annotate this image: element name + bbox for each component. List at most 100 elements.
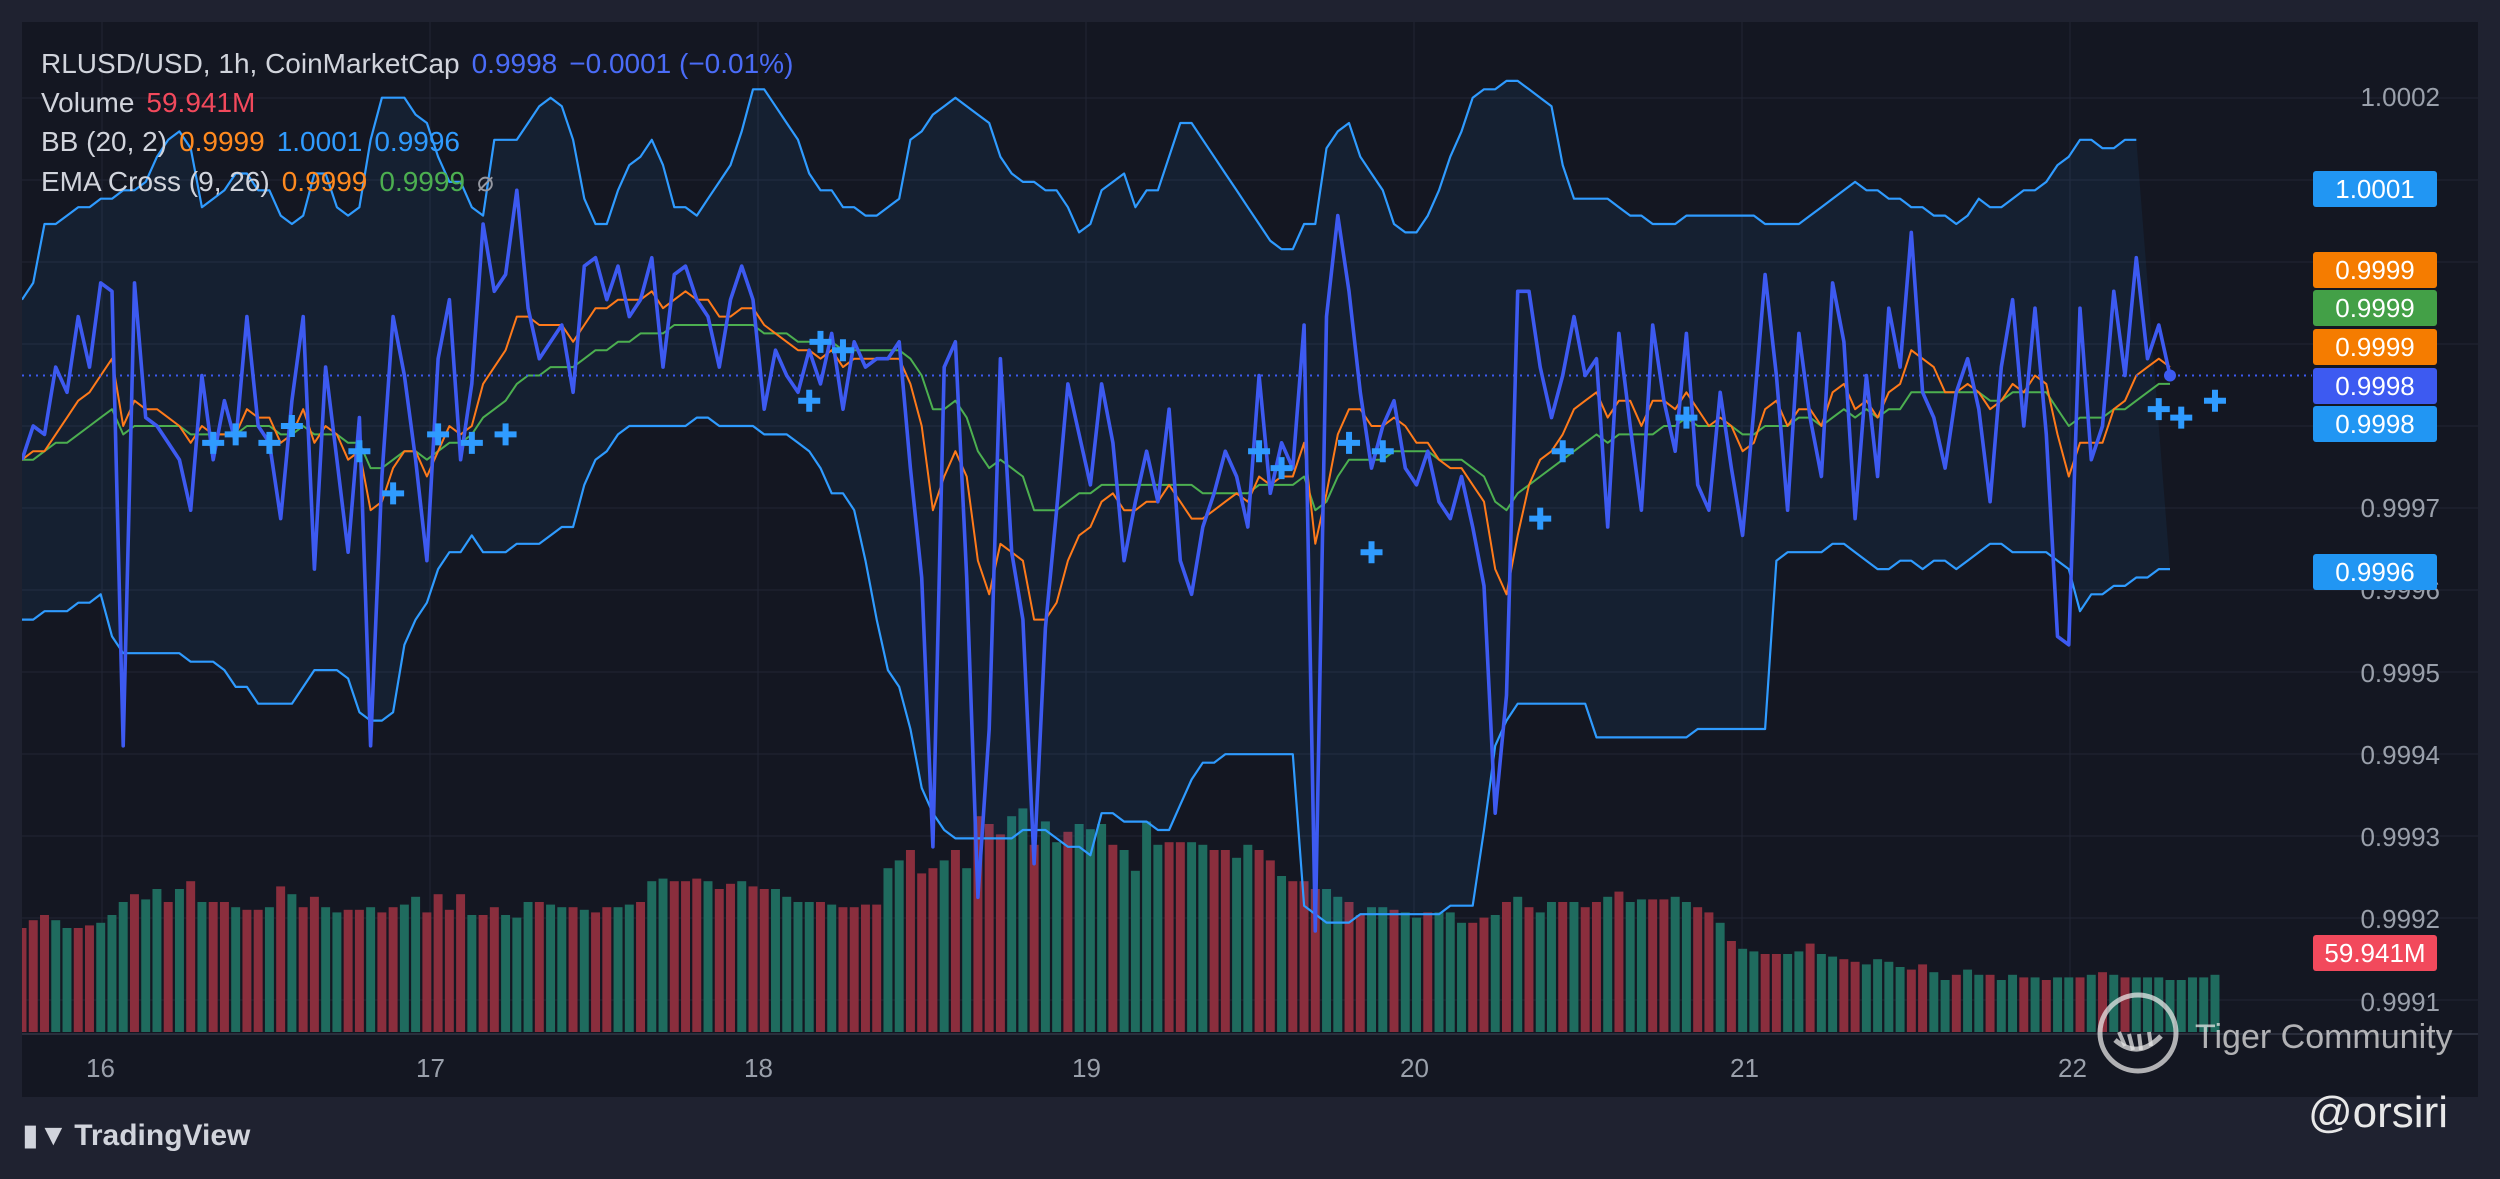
volume-bar bbox=[568, 907, 578, 1032]
volume-bar bbox=[1265, 860, 1275, 1032]
tradingview-logo[interactable]: ▮▼ TradingView bbox=[22, 1118, 250, 1153]
volume-bar bbox=[658, 878, 668, 1032]
volume-bar bbox=[1400, 912, 1410, 1032]
volume-bar bbox=[1816, 954, 1826, 1032]
volume-bar bbox=[197, 902, 207, 1032]
volume-bar bbox=[2008, 974, 2018, 1032]
volume-bar bbox=[546, 904, 556, 1032]
volume-bar bbox=[1681, 902, 1691, 1032]
volume-bar bbox=[467, 915, 477, 1032]
volume-bar bbox=[1850, 961, 1860, 1032]
volume-bar bbox=[669, 881, 679, 1032]
ema-cross-marker bbox=[1371, 440, 1394, 463]
ema-cross-marker bbox=[1360, 541, 1383, 564]
volume-bar bbox=[1423, 912, 1433, 1032]
bb-basis-value: 0.9999 bbox=[179, 126, 265, 157]
bb-mid-badge: 0.9998 bbox=[2313, 406, 2437, 442]
volume-bar bbox=[2131, 977, 2141, 1032]
volume-bar bbox=[2098, 972, 2107, 1032]
volume-bar bbox=[377, 912, 387, 1032]
volume-bar bbox=[1726, 941, 1736, 1032]
volume-bar bbox=[1322, 889, 1332, 1032]
volume-bar bbox=[1805, 943, 1815, 1032]
volume-bar bbox=[1040, 821, 1050, 1032]
volume-bar bbox=[950, 850, 960, 1032]
volume-bar bbox=[1648, 899, 1658, 1032]
volume-bar bbox=[1209, 850, 1219, 1032]
ema-cross-marker bbox=[2147, 398, 2170, 421]
volume-bar bbox=[1918, 964, 1928, 1032]
volume-bar bbox=[2086, 974, 2096, 1032]
volume-bar bbox=[579, 909, 589, 1032]
volume-label[interactable]: Volume bbox=[41, 87, 135, 118]
bb-lower-line bbox=[22, 416, 2170, 924]
volume-bar bbox=[1985, 974, 1995, 1032]
volume-bar bbox=[1996, 980, 2006, 1032]
volume-bar bbox=[1861, 964, 1871, 1032]
tradingview-logo-icon: ▮▼ bbox=[22, 1119, 69, 1152]
ema-cross-marker bbox=[382, 482, 405, 505]
volume-bar bbox=[984, 824, 994, 1032]
volume-bar bbox=[759, 889, 769, 1032]
tradingview-logo-text: TradingView bbox=[74, 1119, 251, 1152]
volume-bar bbox=[1715, 922, 1725, 1032]
price-chart[interactable] bbox=[22, 22, 2478, 1097]
volume-bar bbox=[1243, 844, 1253, 1032]
volume-bar bbox=[332, 912, 342, 1032]
x-tick-label: 20 bbox=[1400, 1053, 1429, 1083]
volume-bar bbox=[681, 881, 690, 1032]
volume-bar bbox=[860, 904, 870, 1032]
volume-bar bbox=[815, 902, 825, 1032]
volume-bar bbox=[1412, 917, 1421, 1032]
volume-bar bbox=[1018, 808, 1028, 1032]
volume-bar bbox=[804, 902, 814, 1032]
volume-bar bbox=[411, 896, 421, 1032]
ema-cross-marker bbox=[809, 330, 832, 353]
hidden-icon[interactable]: ⌀ bbox=[477, 166, 494, 197]
volume-bar bbox=[557, 907, 567, 1032]
volume-bar bbox=[264, 907, 274, 1032]
volume-bar bbox=[51, 920, 61, 1032]
volume-bar bbox=[1445, 912, 1455, 1032]
volume-bar bbox=[973, 816, 983, 1032]
volume-bar bbox=[1344, 902, 1354, 1032]
volume-bar bbox=[1468, 922, 1478, 1032]
volume-bar bbox=[1288, 881, 1298, 1032]
last-price-dot bbox=[2164, 369, 2176, 382]
ema-slow-value: 0.9999 bbox=[379, 166, 466, 197]
volume-bar bbox=[1906, 969, 1916, 1032]
symbol-label[interactable]: RLUSD/USD, 1h, CoinMarketCap bbox=[41, 48, 460, 79]
volume-bar bbox=[591, 912, 601, 1032]
volume-bar bbox=[692, 878, 702, 1032]
ema-label[interactable]: EMA Cross (9, 26) bbox=[41, 166, 270, 197]
volume-bar bbox=[1007, 816, 1017, 1032]
volume-bar bbox=[1591, 902, 1601, 1032]
y-tick-label: 0.9995 bbox=[2360, 658, 2440, 688]
volume-bar bbox=[782, 896, 792, 1032]
volume-bar bbox=[2075, 977, 2085, 1032]
plot-area[interactable] bbox=[22, 22, 2478, 1097]
volume-bar bbox=[2041, 980, 2051, 1032]
volume-bar bbox=[1490, 915, 1500, 1032]
volume-bar bbox=[1378, 907, 1388, 1032]
volume-bar bbox=[1513, 896, 1523, 1032]
volume-bar bbox=[1434, 912, 1444, 1032]
price-value: 0.9998 bbox=[471, 48, 558, 79]
volume-bar bbox=[1198, 844, 1208, 1032]
volume-bar bbox=[737, 881, 747, 1032]
volume-bar bbox=[2199, 977, 2209, 1032]
volume-bar bbox=[343, 909, 353, 1032]
volume-bar bbox=[1367, 907, 1377, 1032]
volume-bar bbox=[501, 915, 511, 1032]
volume-bar bbox=[995, 834, 1005, 1032]
volume-bar bbox=[1333, 896, 1343, 1032]
ema-cross-marker bbox=[427, 423, 450, 446]
volume-bar bbox=[231, 907, 241, 1032]
x-tick-label: 17 bbox=[416, 1053, 445, 1083]
bb-label[interactable]: BB (20, 2) bbox=[41, 126, 168, 157]
legend-bb-row: BB (20, 2) 0.9999 1.0001 0.9996 bbox=[41, 126, 472, 158]
ema-fast-badge: 0.9999 bbox=[2313, 252, 2437, 288]
last-price-badge: 0.9998 bbox=[2313, 368, 2437, 404]
volume-bar bbox=[624, 904, 634, 1032]
ema-cross-marker bbox=[2170, 406, 2193, 429]
